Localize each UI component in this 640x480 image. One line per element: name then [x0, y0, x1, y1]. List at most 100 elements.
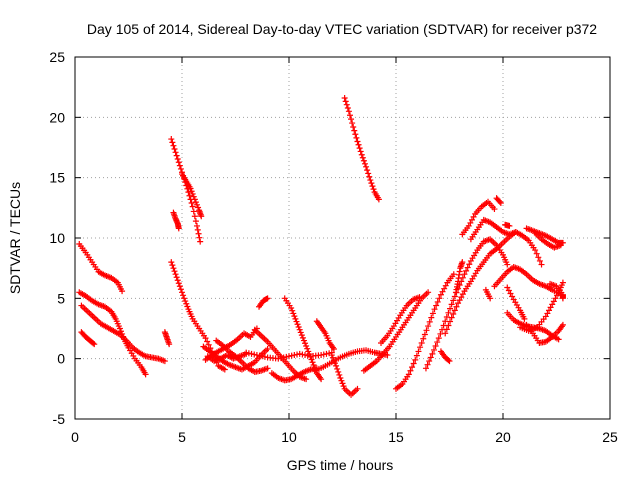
data-point [304, 345, 311, 352]
x-axis-label: GPS time / hours [287, 457, 394, 473]
data-point [456, 297, 463, 304]
data-point [459, 291, 466, 298]
y-tick-label: 15 [49, 170, 65, 186]
data-point [450, 311, 457, 318]
data-point [430, 346, 437, 353]
series-arc-30 [459, 198, 498, 238]
data-point [91, 341, 98, 348]
data-point [426, 318, 433, 325]
data-point [442, 282, 449, 289]
y-tick-label: -5 [53, 411, 66, 427]
x-tick-label: 10 [281, 429, 297, 445]
data-point [176, 283, 183, 290]
data-point [299, 351, 306, 358]
data-point [429, 310, 436, 317]
data-point [119, 288, 126, 295]
data-point [436, 295, 443, 302]
data-point [259, 353, 266, 360]
data-point [334, 365, 341, 372]
data-point [509, 293, 516, 300]
data-point [437, 330, 444, 337]
x-tick-label: 20 [495, 429, 511, 445]
data-point [142, 371, 149, 378]
data-point [467, 219, 474, 226]
data-point [464, 264, 471, 271]
data-point [318, 376, 325, 383]
data-point [427, 354, 434, 361]
data-point [176, 162, 183, 169]
data-point [453, 303, 460, 310]
data-point [192, 199, 199, 206]
data-point [298, 332, 305, 339]
data-point [546, 307, 553, 314]
data-point [552, 295, 559, 302]
data-point [251, 351, 258, 358]
tick-layer: 0 5 10 15 20 25 -5 0 5 10 15 20 25 [49, 49, 618, 445]
data-point [295, 323, 302, 330]
data-point [320, 351, 327, 358]
data-point [194, 226, 201, 233]
data-point [303, 376, 310, 383]
data-point [418, 339, 425, 346]
data-point [420, 335, 427, 342]
data-point [432, 342, 439, 349]
data-point [421, 331, 428, 338]
data-point [302, 340, 309, 347]
data-point [190, 208, 197, 215]
data-point [358, 151, 365, 158]
data-point [363, 163, 370, 170]
data-point [177, 286, 184, 293]
data-point [342, 98, 349, 105]
data-point [170, 265, 177, 272]
data-point [535, 254, 542, 261]
data-point [166, 341, 173, 348]
data-point [189, 190, 196, 197]
data-point [175, 159, 182, 166]
data-point [191, 196, 198, 203]
data-point [445, 357, 452, 364]
data-point [504, 284, 511, 291]
series-arc-34 [502, 221, 513, 229]
data-point [559, 279, 566, 286]
data-point [366, 173, 373, 180]
data-point [193, 222, 200, 229]
data-point [193, 201, 200, 208]
data-point [191, 213, 198, 220]
data-point [169, 139, 176, 146]
data-point [182, 298, 189, 305]
y-tick-label: 10 [49, 230, 65, 246]
data-point [354, 385, 361, 392]
data-point [261, 353, 268, 360]
data-point [349, 120, 356, 127]
data-point [434, 339, 441, 346]
data-point [470, 213, 477, 220]
series-arc-15 [251, 326, 310, 383]
data-point [299, 334, 306, 341]
data-point [447, 318, 454, 325]
data-point [370, 186, 377, 193]
data-point [350, 123, 357, 130]
series-arc-22 [341, 95, 382, 203]
data-point [336, 371, 343, 378]
data-point [173, 152, 180, 159]
data-point [169, 262, 176, 269]
data-point [168, 259, 175, 266]
data-point [354, 138, 361, 145]
data-point [554, 292, 561, 299]
data-point [441, 285, 448, 292]
series-arc-41 [532, 230, 564, 251]
data-point [360, 157, 367, 164]
data-point [465, 222, 472, 229]
data-point [170, 142, 177, 149]
data-point [410, 360, 417, 367]
series-arc-33 [482, 286, 494, 302]
data-point [280, 354, 287, 361]
data-point [172, 149, 179, 156]
data-point [356, 145, 363, 152]
data-point [450, 271, 457, 278]
data-point [344, 104, 351, 111]
data-point [547, 304, 554, 311]
data-point [243, 349, 250, 356]
data-point [550, 298, 557, 305]
data-point [286, 353, 292, 360]
